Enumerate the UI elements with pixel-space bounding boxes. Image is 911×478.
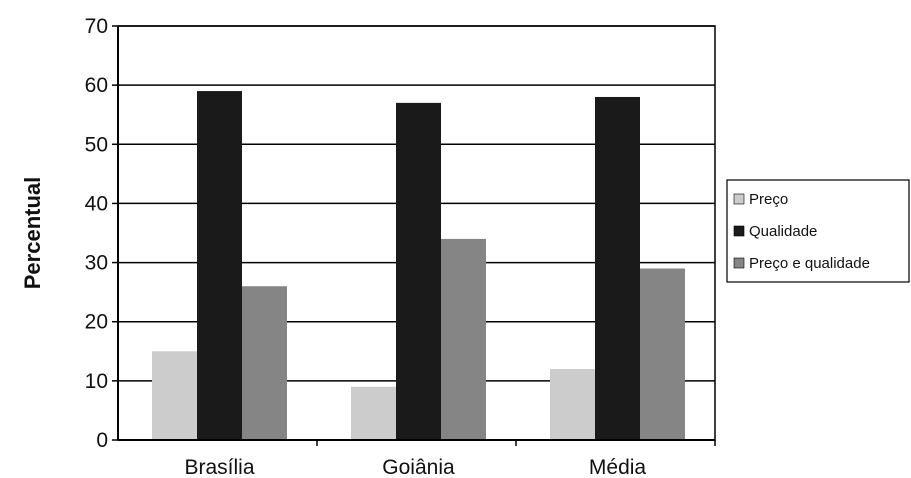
bar	[595, 96, 640, 440]
bar	[396, 102, 441, 440]
x-tick-label: Goiânia	[382, 456, 455, 478]
y-tick-label: 10	[85, 370, 108, 393]
y-tick-label: 70	[85, 15, 108, 38]
legend-swatch	[733, 225, 745, 237]
bar	[197, 91, 242, 441]
legend-box	[726, 179, 910, 283]
bar	[441, 238, 486, 440]
bar	[242, 286, 287, 440]
y-tick-label: 60	[85, 74, 108, 97]
bar	[550, 369, 595, 440]
x-tick-label: Média	[589, 456, 647, 478]
legend-swatch	[733, 257, 745, 269]
y-tick-label: 30	[85, 252, 108, 275]
legend-label: Preço	[749, 191, 788, 208]
x-tick-label: Brasília	[184, 456, 254, 478]
bar	[152, 351, 197, 440]
y-tick-label: 20	[85, 311, 108, 334]
legend: Preço Qualidade Preço e qualidade	[726, 179, 910, 283]
bars	[152, 91, 685, 441]
legend-label: Qualidade	[749, 223, 817, 240]
y-tick-labels: 0 10 20 30 40 50 60 70	[85, 15, 108, 452]
y-axis-label: Percentual	[20, 177, 45, 290]
y-tick-label: 0	[96, 429, 108, 452]
x-tick-labels: Brasília Goiânia Média	[184, 456, 646, 478]
y-tick-label: 40	[85, 192, 108, 215]
legend-label: Preço e qualidade	[749, 255, 870, 272]
bar	[351, 386, 396, 440]
axes	[112, 25, 716, 446]
legend-swatch	[733, 193, 745, 205]
bar	[640, 268, 685, 440]
y-tick-label: 50	[85, 133, 108, 156]
